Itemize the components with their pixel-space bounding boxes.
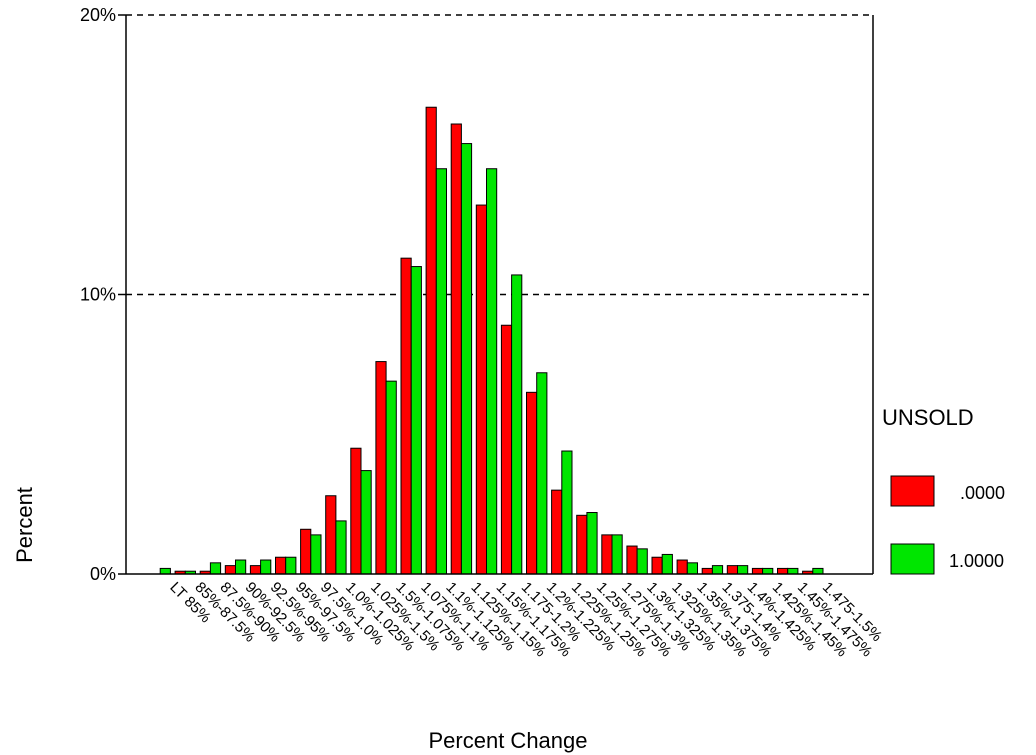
bar-series-0-cat-23 (726, 565, 738, 575)
bar-series-1-cat-3 (235, 559, 247, 575)
bar-series-1-cat-23 (737, 565, 749, 575)
bar-series-1-cat-20 (661, 553, 673, 575)
bar-series-0-cat-12 (450, 123, 462, 575)
bar-series-1-cat-12 (460, 143, 473, 575)
bar-marks (159, 106, 824, 575)
bar-series-0-cat-13 (475, 204, 487, 575)
bar-series-1-cat-25 (787, 567, 799, 575)
y-tick-label-0: 0% (90, 564, 116, 584)
bar-series-0-cat-10 (400, 257, 412, 575)
bar-series-1-cat-13 (486, 168, 498, 575)
legend-title: UNSOLD (882, 405, 974, 430)
bar-series-0-cat-15 (526, 391, 538, 575)
bar-series-1-cat-14 (511, 274, 523, 575)
legend-label-series-0: .0000 (960, 483, 1005, 503)
bar-series-0-cat-22 (701, 567, 713, 575)
bar-series-0-cat-3 (224, 565, 237, 575)
bar-series-1-cat-7 (335, 520, 347, 575)
bar-series-1-cat-15 (536, 372, 548, 575)
bar-series-0-cat-16 (551, 489, 563, 575)
bar-series-1-cat-10 (410, 266, 422, 575)
bar-series-1-cat-0 (159, 567, 171, 575)
bar-series-1-cat-24 (762, 567, 774, 575)
bar-series-1-cat-9 (385, 380, 397, 575)
bar-series-0-cat-14 (500, 324, 513, 575)
y-tick-labels: 0% 10% 20% (80, 5, 126, 584)
x-axis-title: Percent Change (429, 728, 588, 753)
bar-series-0-cat-21 (676, 559, 688, 575)
grid-lines (126, 14, 873, 296)
bar-series-0-cat-25 (777, 567, 789, 575)
bar-series-0-cat-8 (350, 447, 362, 575)
legend: UNSOLD .0000 1.0000 (882, 405, 1005, 575)
bar-series-1-cat-22 (711, 565, 724, 575)
bar-series-1-cat-16 (561, 450, 573, 575)
bar-series-1-cat-21 (686, 562, 698, 575)
bar-series-1-cat-18 (611, 534, 623, 575)
bar-series-1-cat-5 (285, 556, 297, 575)
legend-label-series-1: 1.0000 (949, 551, 1004, 571)
bar-series-1-cat-19 (636, 548, 648, 575)
y-tick-label-1: 10% (80, 285, 116, 305)
bar-series-0-cat-5 (275, 556, 287, 575)
bar-series-0-cat-19 (626, 545, 638, 575)
bar-series-0-cat-24 (751, 567, 764, 575)
x-tick-labels: LT 85%85%-87.5%87.5%-90%90%-92.5%92.5%-9… (166, 579, 885, 661)
bar-series-0-cat-17 (576, 514, 588, 575)
bar-series-0-cat-9 (375, 361, 387, 575)
bar-series-1-cat-26 (812, 567, 824, 575)
bar-series-0-cat-6 (300, 528, 312, 575)
bar-series-0-cat-20 (651, 556, 663, 575)
bar-series-0-cat-18 (601, 534, 613, 575)
y-axis-title: Percent (12, 487, 37, 563)
bar-series-1-cat-6 (310, 534, 322, 575)
bar-series-0-cat-4 (249, 565, 262, 575)
bar-series-1-cat-4 (260, 559, 272, 575)
bar-series-1-cat-8 (360, 470, 372, 575)
y-tick-label-2: 20% (80, 5, 116, 25)
bar-series-1-cat-17 (586, 512, 598, 575)
bar-series-1-cat-2 (209, 562, 222, 575)
bar-series-0-cat-11 (425, 106, 437, 575)
legend-swatch-series-0 (890, 475, 935, 507)
bar-series-1-cat-11 (435, 168, 447, 575)
legend-swatch-series-1 (890, 543, 935, 575)
bar-series-0-cat-7 (325, 495, 337, 575)
